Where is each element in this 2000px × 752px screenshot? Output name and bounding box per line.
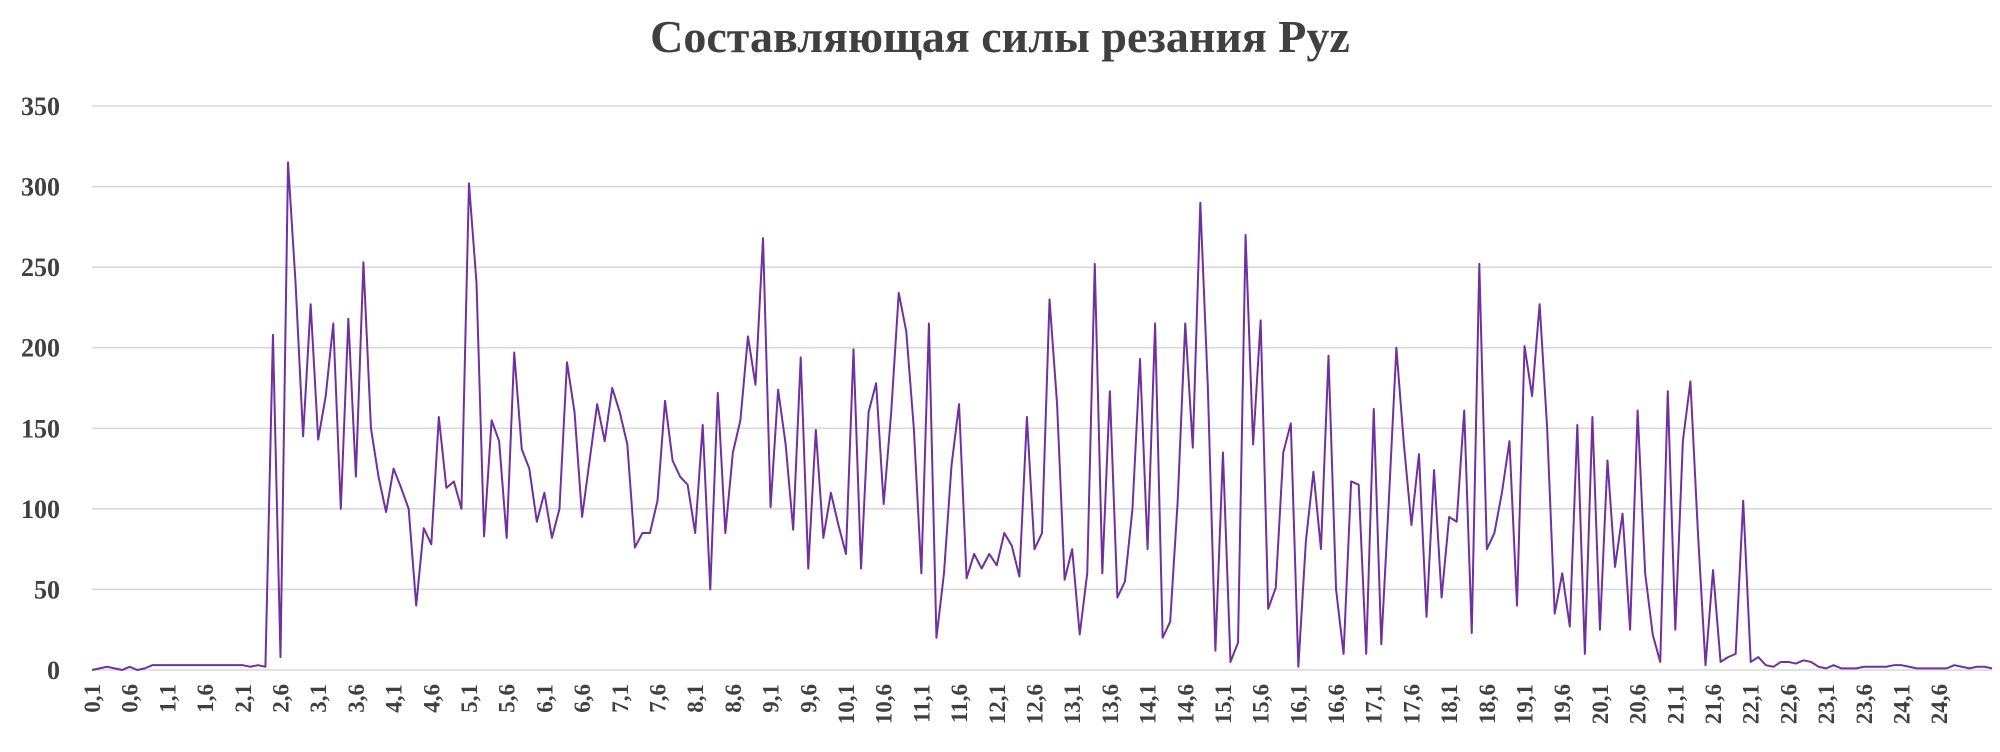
- y-tick-label: 0: [47, 656, 60, 685]
- x-tick-label: 15,6: [1249, 684, 1274, 724]
- x-tick-label: 12,1: [985, 684, 1010, 724]
- x-tick-label: 3,6: [344, 684, 369, 713]
- x-tick-label: 13,1: [1060, 684, 1085, 724]
- x-tick-label: 10,6: [872, 684, 897, 724]
- x-tick-label: 20,1: [1588, 684, 1613, 724]
- x-tick-label: 2,1: [231, 684, 256, 713]
- x-tick-label: 1,1: [155, 684, 180, 713]
- y-tick-label: 50: [34, 575, 60, 604]
- x-tick-label: 23,1: [1814, 684, 1839, 724]
- x-tick-label: 23,6: [1852, 684, 1877, 724]
- x-tick-label: 1,6: [193, 684, 218, 713]
- y-tick-label: 350: [21, 92, 60, 121]
- x-tick-label: 11,6: [947, 684, 972, 723]
- chart-title: Составляющая силы резания Pyz: [650, 11, 1350, 62]
- x-tick-label: 3,1: [306, 684, 331, 713]
- x-tick-label: 14,1: [1136, 684, 1161, 724]
- x-tick-label: 19,6: [1550, 684, 1575, 724]
- x-tick-label: 5,1: [457, 684, 482, 713]
- y-axis-tick-labels: 0 50 100 150 200 250 300 350: [21, 92, 60, 685]
- x-tick-label: 6,1: [532, 684, 557, 713]
- x-tick-label: 5,6: [495, 684, 520, 713]
- x-tick-label: 6,6: [570, 684, 595, 713]
- x-tick-label: 13,6: [1098, 684, 1123, 724]
- x-tick-label: 8,6: [721, 684, 746, 713]
- x-tick-label: 7,1: [608, 684, 633, 713]
- x-tick-label: 22,6: [1776, 684, 1801, 724]
- x-tick-label: 16,6: [1324, 684, 1349, 724]
- x-tick-label: 10,1: [834, 684, 859, 724]
- series-layer: [91, 161, 1993, 671]
- x-tick-label: 18,6: [1475, 684, 1500, 724]
- x-tick-label: 12,6: [1022, 684, 1047, 724]
- y-tick-label: 200: [21, 334, 60, 363]
- x-tick-label: 7,6: [645, 684, 670, 713]
- y-tick-label: 250: [21, 253, 60, 282]
- y-tick-label: 300: [21, 173, 60, 202]
- x-tick-label: 20,6: [1626, 684, 1651, 724]
- x-tick-label: 19,1: [1513, 684, 1538, 724]
- y-tick-label: 100: [21, 495, 60, 524]
- x-tick-label: 4,6: [419, 684, 444, 713]
- x-tick-label: 0,6: [118, 684, 143, 713]
- gridlines: [92, 105, 1992, 671]
- x-axis-tick-labels: 0,1 0,6 1,1 1,6 2,1 2,6 3,1 3,6 4,1 4,6 5,1 5,6 6,1 6…: [80, 684, 1952, 724]
- x-tick-label: 22,1: [1739, 684, 1764, 724]
- x-tick-label: 0,1: [80, 684, 105, 713]
- x-tick-label: 2,6: [268, 684, 293, 713]
- series-line-0: [91, 161, 1993, 671]
- x-tick-label: 9,1: [759, 684, 784, 713]
- x-tick-label: 18,1: [1437, 684, 1462, 724]
- y-tick-label: 150: [21, 414, 60, 443]
- x-tick-label: 21,6: [1701, 684, 1726, 724]
- x-tick-label: 11,1: [909, 684, 934, 723]
- x-tick-label: 21,1: [1663, 684, 1688, 724]
- x-tick-label: 15,1: [1211, 684, 1236, 724]
- x-tick-label: 17,1: [1362, 684, 1387, 724]
- x-tick-label: 24,1: [1890, 684, 1915, 724]
- x-tick-label: 17,6: [1399, 684, 1424, 724]
- x-tick-label: 4,1: [382, 684, 407, 713]
- x-tick-label: 14,6: [1173, 684, 1198, 724]
- x-tick-label: 16,1: [1286, 684, 1311, 724]
- x-tick-label: 8,1: [683, 684, 708, 713]
- x-tick-label: 24,6: [1927, 684, 1952, 724]
- x-tick-label: 9,6: [796, 684, 821, 713]
